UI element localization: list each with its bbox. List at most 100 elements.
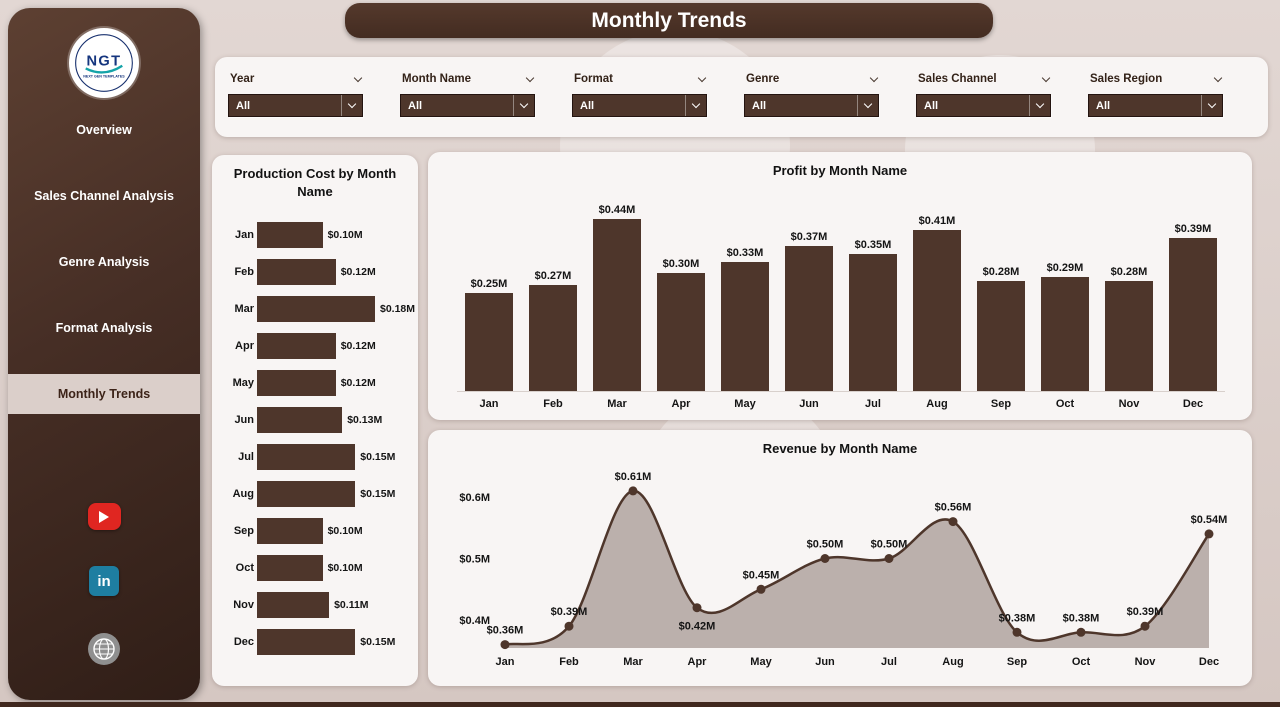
- profit-bar-column: $0.44M: [585, 184, 649, 391]
- filter-month-name-dropdown[interactable]: All: [400, 94, 535, 117]
- profit-bar[interactable]: [785, 245, 833, 391]
- value-label: $0.50M: [807, 539, 844, 551]
- profit-bar[interactable]: [977, 281, 1025, 391]
- revenue-point[interactable]: [628, 486, 638, 496]
- category-label: Feb: [543, 397, 563, 410]
- prod-bar[interactable]: [257, 332, 336, 359]
- revenue-point[interactable]: [948, 517, 958, 527]
- profit-bar[interactable]: [849, 253, 897, 391]
- filter-sales-channel-dropdown[interactable]: All: [916, 94, 1051, 117]
- prod-bar[interactable]: [257, 258, 336, 285]
- category-label: Mar: [234, 302, 254, 315]
- filter-format-dropdown[interactable]: All: [572, 94, 707, 117]
- category-label: Sep: [233, 524, 254, 537]
- ngt-logo-icon: NGT NEXT GEN TEMPLATES: [75, 34, 133, 92]
- profit-bar[interactable]: [721, 261, 769, 391]
- prod-bar[interactable]: [257, 480, 356, 507]
- prod-bar[interactable]: [257, 628, 356, 655]
- category-label: Feb: [559, 656, 579, 668]
- filter-sales-region-dropdown[interactable]: All: [1088, 94, 1223, 117]
- profit-bar[interactable]: [593, 218, 641, 391]
- value-label: $0.44M: [598, 203, 636, 216]
- revenue-point[interactable]: [1012, 627, 1022, 637]
- revenue-point[interactable]: [756, 584, 766, 594]
- chart-title: Profit by Month Name: [772, 163, 908, 178]
- profit-bar[interactable]: [465, 292, 513, 391]
- revenue-point[interactable]: [1140, 621, 1150, 631]
- category-label: Feb: [234, 265, 254, 278]
- profit-bar[interactable]: [657, 273, 705, 391]
- sidebar-item-sales-channel-analysis[interactable]: Sales Channel Analysis: [34, 189, 174, 203]
- revenue-point[interactable]: [564, 621, 574, 631]
- category-label: Sep: [990, 397, 1012, 410]
- sidebar-item-genre-analysis[interactable]: Genre Analysis: [58, 255, 150, 269]
- category-label: Sep: [1007, 656, 1027, 668]
- prod-bar[interactable]: [257, 221, 323, 248]
- filter-bar: Year All Month Name All Format: [215, 57, 1268, 137]
- revenue-point[interactable]: [500, 640, 510, 650]
- globe-icon[interactable]: [87, 632, 121, 666]
- prod-bar[interactable]: [257, 295, 375, 322]
- value-label: $0.41M: [918, 215, 956, 228]
- category-label: Jul: [865, 397, 881, 410]
- value-label: $0.10M: [327, 561, 363, 574]
- category-label: Mar: [623, 656, 643, 668]
- value-label: $0.15M: [360, 635, 396, 648]
- revenue-point[interactable]: [1204, 529, 1214, 539]
- profit-bar-column: $0.30M: [649, 184, 713, 391]
- profit-bar[interactable]: [1105, 281, 1153, 391]
- profit-bar-column: $0.35M: [841, 184, 905, 391]
- prod-bar[interactable]: [257, 517, 323, 544]
- sidebar-item-overview[interactable]: Overview: [76, 123, 132, 137]
- production-cost-chart: Production Cost by Month Name Jan $0.10M F…: [212, 155, 418, 686]
- prod-bar[interactable]: [257, 591, 330, 618]
- sidebar-nav: Overview Sales Channel Analysis Genre An…: [8, 110, 200, 414]
- chevron-down-icon: [1213, 73, 1223, 82]
- value-label: $0.36M: [487, 625, 524, 637]
- logo: NGT NEXT GEN TEMPLATES: [69, 28, 139, 98]
- category-label: Jul: [238, 450, 254, 463]
- category-label: Mar: [607, 397, 627, 410]
- logo-text: NGT: [87, 54, 122, 70]
- filter-label: Month Name: [402, 73, 471, 85]
- filter-label: Year: [230, 73, 255, 85]
- chevron-down-icon: [1029, 95, 1050, 116]
- linkedin-icon[interactable]: in: [89, 566, 119, 596]
- filter-year-dropdown[interactable]: All: [228, 94, 363, 117]
- category-label: Oct: [235, 561, 254, 574]
- revenue-point[interactable]: [820, 554, 830, 563]
- youtube-icon[interactable]: [87, 503, 121, 530]
- social-links: in: [8, 503, 200, 666]
- profit-bar[interactable]: [913, 230, 961, 391]
- filter-label: Genre: [746, 73, 780, 85]
- revenue-point[interactable]: [692, 603, 702, 613]
- y-axis-tick-label: $0.6M: [459, 492, 490, 504]
- profit-bar[interactable]: [1041, 277, 1089, 391]
- prod-bar[interactable]: [257, 369, 336, 396]
- value-label: $0.45M: [743, 569, 780, 581]
- category-label: Nov: [233, 598, 254, 611]
- profit-bar[interactable]: [529, 285, 577, 391]
- prod-bar[interactable]: [257, 554, 323, 581]
- category-label: Jun: [234, 413, 254, 426]
- sidebar-item-monthly-trends[interactable]: Monthly Trends: [8, 374, 200, 414]
- value-label: $0.38M: [999, 612, 1036, 624]
- value-label: $0.18M: [380, 302, 416, 315]
- value-label: $0.33M: [726, 246, 764, 259]
- filter-genre-dropdown[interactable]: All: [744, 94, 879, 117]
- prod-bar[interactable]: [257, 443, 356, 470]
- prod-bar[interactable]: [257, 406, 343, 433]
- category-label: Apr: [235, 339, 254, 352]
- profit-bar-column: $0.39M: [1161, 184, 1225, 391]
- sidebar-item-format-analysis[interactable]: Format Analysis: [55, 321, 153, 335]
- value-label: $0.10M: [327, 524, 363, 537]
- revenue-point[interactable]: [884, 554, 894, 563]
- filter-sales-region: Sales Region All: [1088, 73, 1223, 137]
- sidebar: NGT NEXT GEN TEMPLATES Overview Sales Ch…: [8, 8, 200, 700]
- bottom-edge: [0, 702, 1280, 707]
- filter-month-name: Month Name All: [400, 73, 535, 137]
- prod-bar-row: Jan $0.10M: [226, 216, 404, 253]
- category-label: Dec: [233, 635, 254, 648]
- profit-bar[interactable]: [1169, 238, 1217, 391]
- revenue-point[interactable]: [1076, 627, 1086, 637]
